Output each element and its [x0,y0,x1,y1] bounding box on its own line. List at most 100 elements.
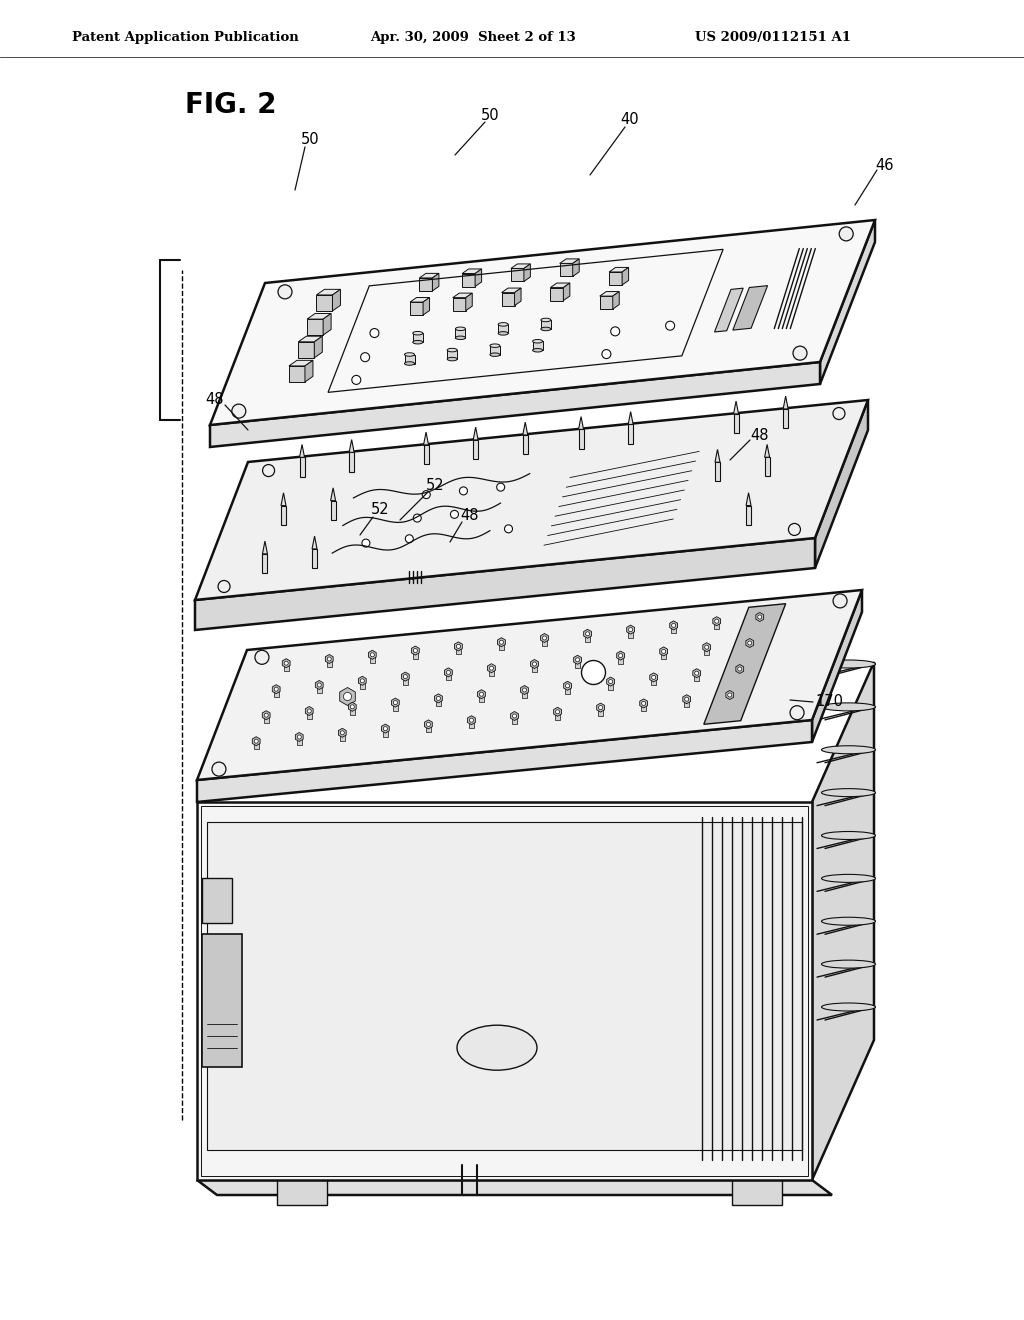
Ellipse shape [821,874,876,882]
Polygon shape [197,803,812,1180]
Polygon shape [462,273,475,286]
Circle shape [457,644,461,648]
Text: 46: 46 [876,157,894,173]
Circle shape [715,619,719,623]
Polygon shape [281,492,286,506]
Circle shape [328,657,332,661]
Polygon shape [307,711,311,719]
Circle shape [505,525,512,533]
Ellipse shape [541,327,551,331]
Ellipse shape [498,331,508,335]
Polygon shape [412,645,419,655]
Polygon shape [600,292,620,296]
Polygon shape [393,702,398,710]
Polygon shape [512,715,517,723]
Ellipse shape [489,352,500,356]
Polygon shape [608,681,613,689]
Polygon shape [520,685,528,694]
Polygon shape [815,400,868,568]
Polygon shape [715,449,720,462]
Polygon shape [651,677,656,685]
Polygon shape [298,337,323,342]
Polygon shape [511,268,524,281]
Polygon shape [426,725,431,733]
Polygon shape [314,337,323,358]
Circle shape [500,640,504,644]
Polygon shape [522,436,527,454]
Polygon shape [197,719,812,803]
Polygon shape [748,643,753,651]
Circle shape [599,706,603,710]
Polygon shape [694,673,699,681]
Circle shape [343,693,351,701]
Polygon shape [349,440,354,453]
Polygon shape [560,259,580,264]
Polygon shape [650,673,657,682]
Polygon shape [702,643,711,652]
Polygon shape [715,462,720,482]
Polygon shape [550,282,569,288]
Polygon shape [210,362,820,447]
Text: 48: 48 [751,428,769,442]
Ellipse shape [447,348,457,352]
Text: FIG. 2: FIG. 2 [185,91,276,119]
Polygon shape [703,603,785,725]
Polygon shape [522,422,527,436]
Polygon shape [623,268,629,285]
Polygon shape [783,409,788,428]
Text: Patent Application Publication: Patent Application Publication [72,30,299,44]
Circle shape [497,483,505,491]
Circle shape [212,762,226,776]
Ellipse shape [821,746,876,754]
Polygon shape [565,686,570,694]
Polygon shape [305,706,313,715]
Polygon shape [420,279,432,290]
Circle shape [350,705,354,709]
Circle shape [218,581,230,593]
Polygon shape [563,681,571,690]
Polygon shape [348,702,356,711]
Ellipse shape [821,917,876,925]
Polygon shape [756,612,764,622]
Polygon shape [413,333,423,342]
Polygon shape [202,935,242,1067]
Polygon shape [683,694,690,704]
Polygon shape [312,549,317,568]
Polygon shape [324,313,331,335]
Polygon shape [316,685,322,693]
Text: 40: 40 [621,112,639,128]
Text: Apr. 30, 2009  Sheet 2 of 13: Apr. 30, 2009 Sheet 2 of 13 [370,30,575,44]
Polygon shape [327,659,332,667]
Polygon shape [350,706,354,715]
Circle shape [414,513,421,521]
Polygon shape [252,737,260,746]
Circle shape [610,327,620,335]
Polygon shape [453,297,466,310]
Polygon shape [585,634,590,642]
Polygon shape [340,688,355,705]
Ellipse shape [821,660,876,668]
Polygon shape [575,660,580,668]
Polygon shape [609,272,623,285]
Polygon shape [532,342,543,350]
Circle shape [685,697,689,701]
Circle shape [360,678,365,682]
Circle shape [737,667,741,671]
Polygon shape [424,445,429,465]
Polygon shape [573,655,582,664]
Polygon shape [432,273,439,290]
Polygon shape [202,878,232,923]
Circle shape [460,487,468,495]
Circle shape [371,653,375,657]
Circle shape [479,692,483,696]
Circle shape [575,657,580,661]
Ellipse shape [404,362,415,366]
Circle shape [285,661,288,665]
Polygon shape [579,429,584,449]
Polygon shape [727,696,732,704]
Polygon shape [475,269,481,286]
Circle shape [264,713,268,717]
Polygon shape [434,694,442,702]
Polygon shape [410,297,429,302]
Polygon shape [820,220,874,384]
